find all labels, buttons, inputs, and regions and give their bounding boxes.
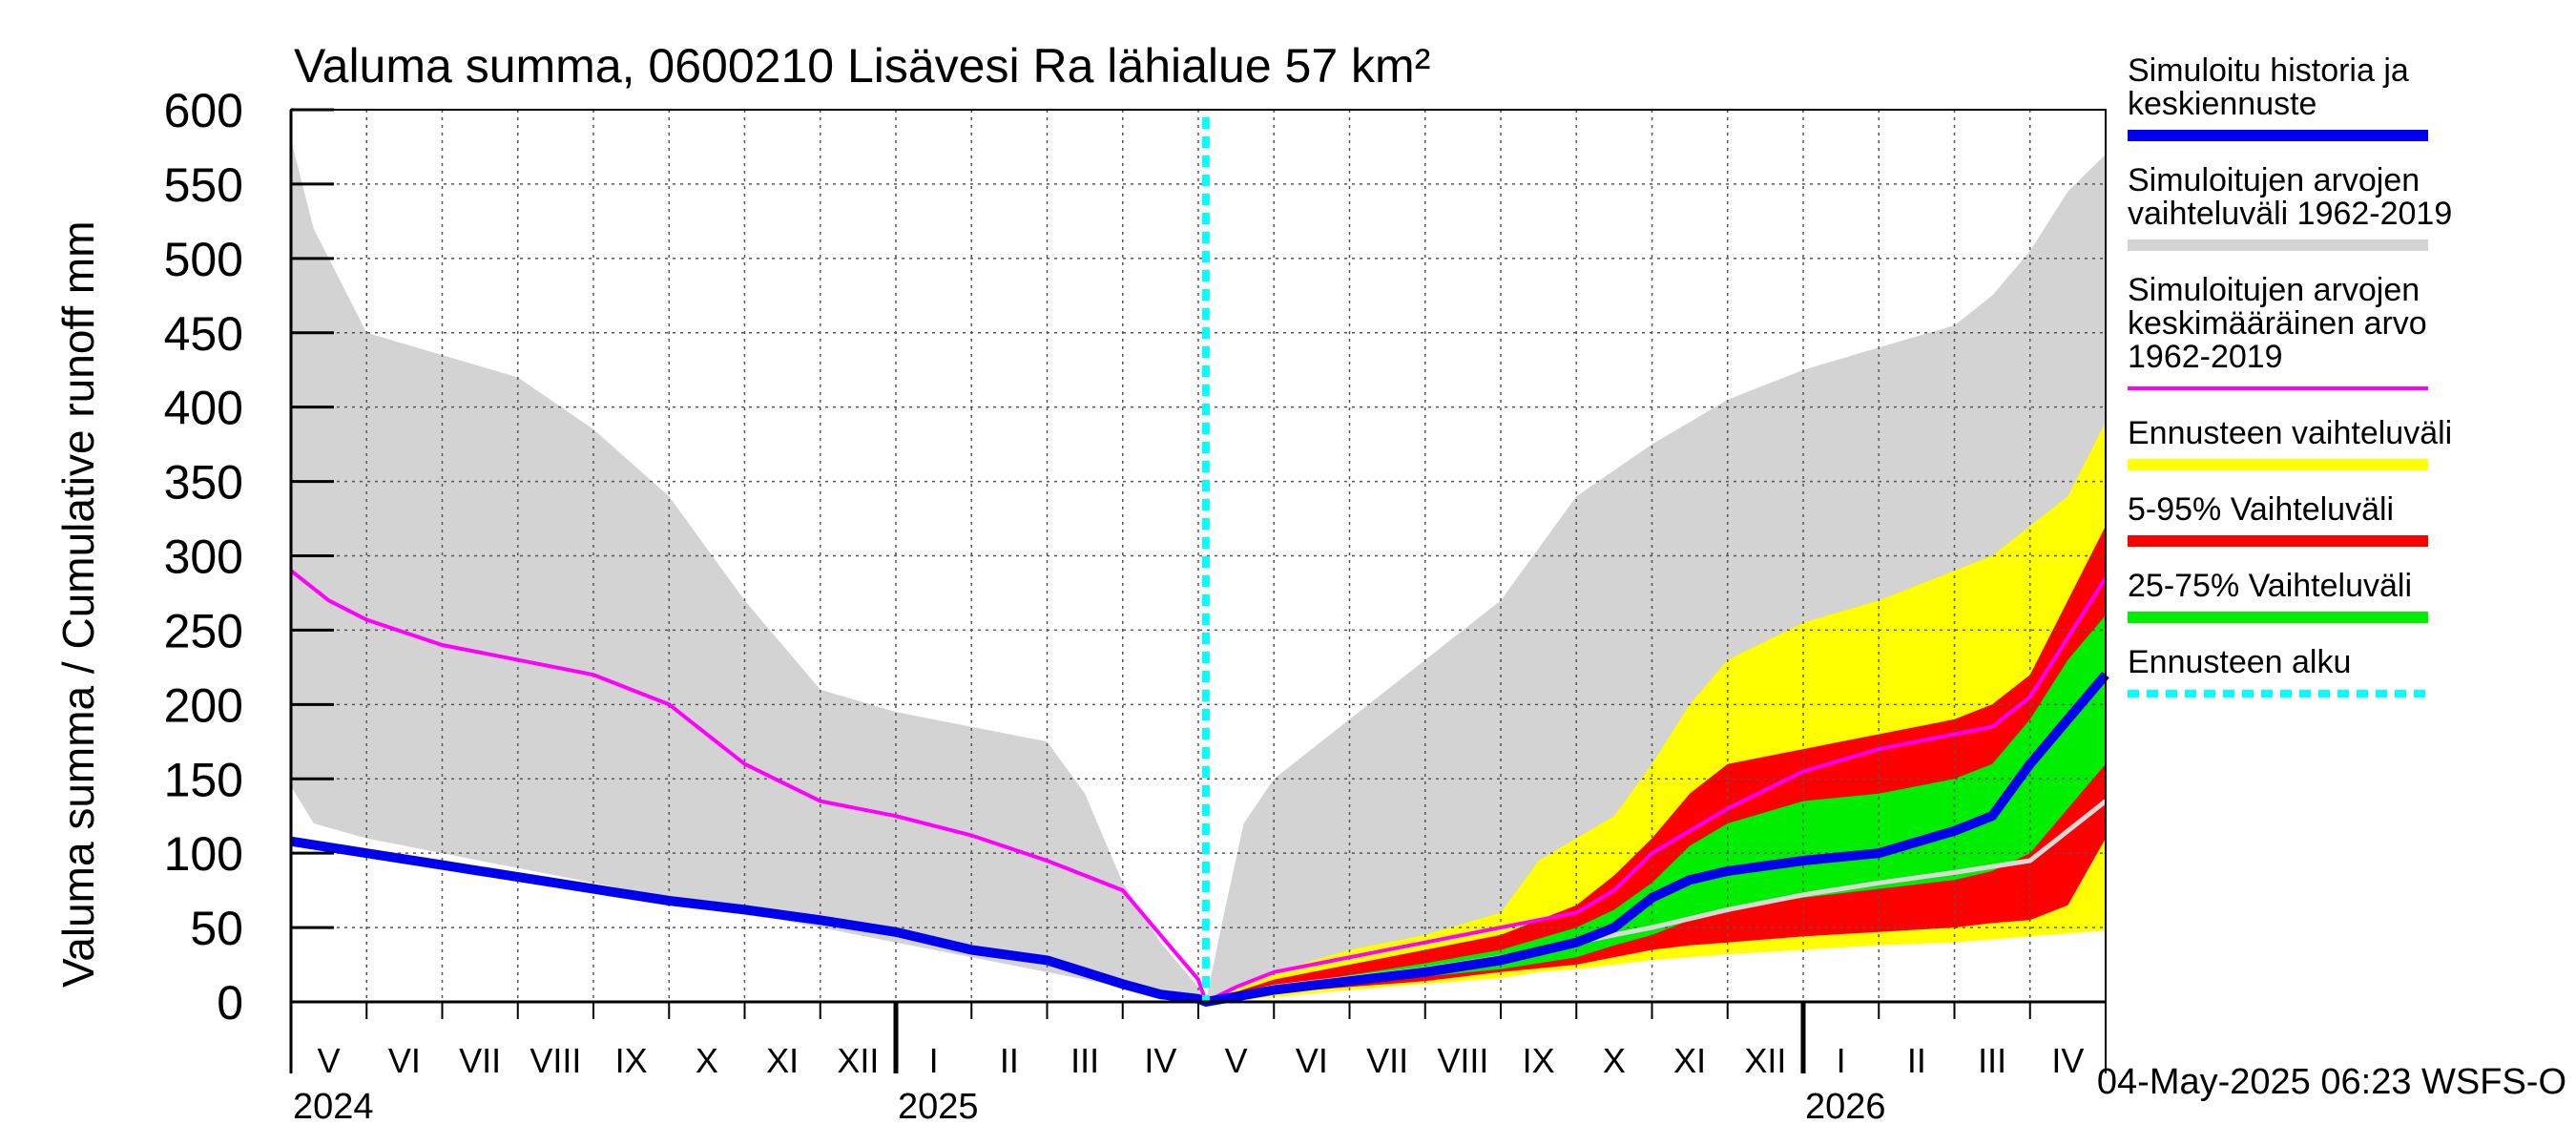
x-month-label: III [1978, 1041, 2006, 1080]
y-tick-label: 300 [164, 531, 243, 584]
x-month-label: VI [1296, 1041, 1328, 1080]
y-tick-label: 100 [164, 827, 243, 881]
x-year-label: 2026 [1805, 1087, 1886, 1127]
x-month-label: IX [615, 1041, 648, 1080]
y-tick-label: 500 [164, 233, 243, 286]
chart-title: Valuma summa, 0600210 Lisävesi Ra lähial… [294, 39, 1430, 93]
x-month-label: VII [459, 1041, 501, 1080]
x-month-label: III [1070, 1041, 1099, 1080]
y-tick-label: 0 [217, 976, 243, 1030]
y-tick-label: 250 [164, 604, 243, 657]
x-month-label: VIII [530, 1041, 581, 1080]
y-tick-label: 550 [164, 158, 243, 212]
x-month-label: IX [1523, 1041, 1555, 1080]
x-month-label: XI [766, 1041, 799, 1080]
y-tick-label: 200 [164, 678, 243, 732]
legend-label-3: keskimääräinen arvo [2128, 305, 2427, 342]
y-tick-label: 150 [164, 753, 243, 806]
x-month-label: II [1000, 1041, 1019, 1080]
hist-range-band-2024 [291, 139, 1206, 1002]
legend-label-6: 25-75% Vaihteluväli [2128, 568, 2412, 604]
timestamp: 04-May-2025 06:23 WSFS-O [2097, 1062, 2566, 1102]
x-month-label: V [318, 1041, 341, 1080]
legend-label-2: vaihteluväli 1962-2019 [2128, 196, 2452, 232]
x-month-label: I [929, 1041, 939, 1080]
legend-label-5: 5-95% Vaihteluväli [2128, 491, 2394, 528]
legend-label-1: Simuloitu historia ja [2128, 52, 2409, 89]
x-month-label: X [1603, 1041, 1626, 1080]
x-month-label: XII [837, 1041, 879, 1080]
legend-label-2: Simuloitujen arvojen [2128, 162, 2420, 198]
x-month-label: V [1225, 1041, 1248, 1080]
y-tick-label: 450 [164, 307, 243, 361]
x-year-label: 2025 [898, 1087, 979, 1127]
forecast-mean-line [290, 671, 2109, 1007]
x-month-label: XII [1744, 1041, 1786, 1080]
x-month-label: VIII [1437, 1041, 1488, 1080]
y-tick-label: 400 [164, 382, 243, 435]
x-year-label: 2024 [293, 1087, 374, 1127]
x-month-label: X [696, 1041, 718, 1080]
x-month-label: XI [1673, 1041, 1706, 1080]
x-month-label: IV [2051, 1041, 2084, 1080]
x-month-label: VII [1366, 1041, 1408, 1080]
y-tick-label: 350 [164, 456, 243, 510]
x-month-label: VI [388, 1041, 421, 1080]
legend-label-7: Ennusteen alku [2128, 644, 2351, 680]
x-month-label: IV [1144, 1041, 1176, 1080]
y-tick-label: 50 [190, 902, 243, 955]
legend-label-3: Simuloitujen arvojen [2128, 272, 2420, 308]
y-tick-label: 600 [164, 84, 243, 137]
x-month-label: II [1907, 1041, 1926, 1080]
legend-label-1: keskiennuste [2128, 86, 2316, 122]
x-month-label: I [1837, 1041, 1846, 1080]
legend-label-3: 1962-2019 [2128, 339, 2283, 375]
legend-label-4: Ennusteen vaihteluväli [2128, 415, 2452, 451]
y-axis-label: Valuma summa / Cumulative runoff mm [53, 220, 103, 988]
